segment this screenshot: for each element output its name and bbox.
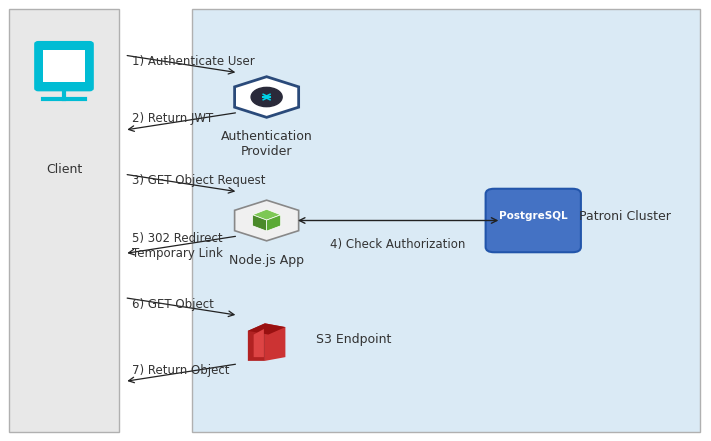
Text: 3) GET Object Request: 3) GET Object Request bbox=[132, 174, 265, 187]
Polygon shape bbox=[248, 323, 265, 361]
Text: 1) Authenticate User: 1) Authenticate User bbox=[132, 55, 255, 68]
FancyBboxPatch shape bbox=[9, 9, 119, 432]
Text: Patroni Cluster: Patroni Cluster bbox=[579, 209, 671, 223]
FancyBboxPatch shape bbox=[486, 189, 581, 252]
FancyBboxPatch shape bbox=[43, 50, 85, 82]
Text: Authentication
Provider: Authentication Provider bbox=[220, 130, 313, 158]
Polygon shape bbox=[252, 209, 281, 220]
Text: 7) Return Object: 7) Return Object bbox=[132, 364, 229, 377]
Text: 6) GET Object: 6) GET Object bbox=[132, 298, 213, 310]
Polygon shape bbox=[265, 323, 285, 361]
Text: 2) Return JWT: 2) Return JWT bbox=[132, 112, 213, 125]
Text: 5) 302 Redirect
Temporary Link: 5) 302 Redirect Temporary Link bbox=[132, 232, 223, 260]
Polygon shape bbox=[267, 215, 281, 231]
Polygon shape bbox=[235, 77, 299, 117]
Text: PostgreSQL: PostgreSQL bbox=[499, 211, 567, 221]
FancyBboxPatch shape bbox=[192, 9, 700, 432]
Polygon shape bbox=[235, 200, 299, 241]
Text: 4) Check Authorization: 4) Check Authorization bbox=[331, 238, 466, 251]
Text: S3 Endpoint: S3 Endpoint bbox=[316, 333, 392, 346]
Text: Client: Client bbox=[46, 163, 82, 176]
Circle shape bbox=[251, 87, 282, 107]
Polygon shape bbox=[248, 323, 285, 335]
FancyBboxPatch shape bbox=[36, 42, 92, 90]
Polygon shape bbox=[254, 329, 264, 357]
Polygon shape bbox=[252, 215, 267, 231]
Text: Node.js App: Node.js App bbox=[229, 254, 304, 266]
